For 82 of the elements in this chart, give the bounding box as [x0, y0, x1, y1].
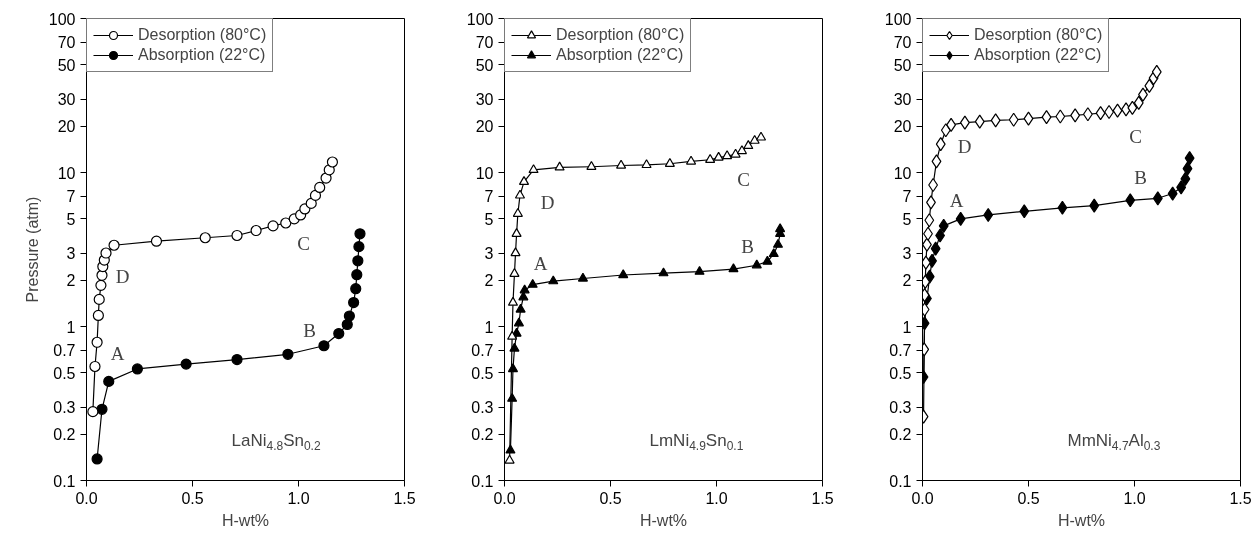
y-tick-label: 0.3: [53, 399, 76, 417]
x-tick-label: 0.0: [75, 489, 98, 507]
y-tick-label: 0.7: [53, 342, 76, 360]
y-tick-label: 7: [484, 188, 494, 206]
x-axis-title: H-wt%: [1057, 511, 1106, 529]
legend-label: Desorption (80°C): [974, 26, 1103, 44]
y-tick-label: 30: [475, 91, 494, 109]
y-tick-label: 7: [902, 188, 912, 206]
y-tick-label: 1: [66, 318, 76, 336]
y-tick-label: 0.7: [471, 342, 494, 360]
x-axis-title: H-wt%: [639, 511, 688, 529]
x-tick-label: 0.5: [599, 489, 622, 507]
y-tick-label: 2: [484, 272, 494, 290]
y-tick-label: 0.1: [471, 472, 494, 490]
legend-label: Absorption (22°C): [974, 46, 1102, 64]
legend-label: Desorption (80°C): [556, 26, 685, 44]
y-tick-label: 1: [484, 318, 494, 336]
annotation: D: [957, 136, 972, 157]
y-tick-label: 3: [484, 245, 494, 263]
y-tick-label: 100: [466, 10, 494, 28]
y-tick-label: 70: [57, 34, 76, 52]
legend-label: Desorption (80°C): [138, 26, 267, 44]
y-tick-label: 30: [57, 91, 76, 109]
y-tick-label: 0.5: [53, 364, 76, 382]
annotation: D: [540, 192, 555, 213]
y-tick-label: 7: [66, 188, 76, 206]
annotation: C: [1129, 126, 1142, 147]
annotation: A: [533, 253, 548, 274]
y-tick-label: 100: [48, 10, 76, 28]
x-tick-label: 1.0: [705, 489, 728, 507]
annotation: D: [115, 266, 130, 287]
x-tick-label: 1.0: [1123, 489, 1146, 507]
y-tick-label: 3: [66, 245, 76, 263]
y-tick-label: 20: [893, 118, 912, 136]
annotation: C: [737, 169, 750, 190]
y-tick-label: 70: [893, 34, 912, 52]
x-tick-label: 0.0: [911, 489, 934, 507]
y-tick-label: 0.5: [889, 364, 912, 382]
y-tick-label: 100: [884, 10, 912, 28]
annotation: B: [1134, 167, 1147, 188]
x-tick-label: 1.5: [1229, 489, 1252, 507]
y-tick-label: 5: [902, 210, 912, 228]
y-tick-label: 70: [475, 34, 494, 52]
y-tick-label: 5: [66, 210, 76, 228]
y-tick-label: 50: [57, 56, 76, 74]
y-tick-label: 1: [902, 318, 912, 336]
y-tick-label: 0.2: [471, 426, 494, 444]
annotation: B: [741, 236, 754, 257]
x-tick-label: 1.5: [393, 489, 416, 507]
y-tick-label: 0.2: [53, 426, 76, 444]
x-axis-title: H-wt%: [221, 511, 270, 529]
legend-label: Absorption (22°C): [556, 46, 684, 64]
y-axis-title: Pressure (atm): [23, 196, 41, 303]
annotation: B: [303, 320, 316, 341]
x-tick-label: 1.0: [287, 489, 310, 507]
y-tick-label: 0.1: [889, 472, 912, 490]
y-tick-label: 20: [475, 118, 494, 136]
x-tick-label: 0.5: [181, 489, 204, 507]
y-tick-label: 2: [902, 272, 912, 290]
x-tick-label: 0.0: [493, 489, 516, 507]
y-tick-label: 50: [475, 56, 494, 74]
y-tick-label: 0.2: [889, 426, 912, 444]
y-tick-label: 10: [57, 164, 76, 182]
y-tick-label: 0.5: [471, 364, 494, 382]
y-tick-label: 2: [66, 272, 76, 290]
y-tick-label: 0.3: [471, 399, 494, 417]
legend-label: Absorption (22°C): [138, 46, 266, 64]
x-tick-label: 0.5: [1017, 489, 1040, 507]
y-tick-label: 3: [902, 245, 912, 263]
y-tick-label: 50: [893, 56, 912, 74]
y-tick-label: 0.7: [889, 342, 912, 360]
y-tick-label: 20: [57, 118, 76, 136]
annotation: C: [297, 233, 310, 254]
x-tick-label: 1.5: [811, 489, 834, 507]
y-tick-label: 30: [893, 91, 912, 109]
y-tick-label: 10: [475, 164, 494, 182]
y-tick-label: 5: [484, 210, 494, 228]
y-tick-label: 0.3: [889, 399, 912, 417]
y-tick-label: 0.1: [53, 472, 76, 490]
annotation: A: [110, 343, 125, 364]
y-tick-label: 10: [893, 164, 912, 182]
annotation: A: [949, 190, 964, 211]
